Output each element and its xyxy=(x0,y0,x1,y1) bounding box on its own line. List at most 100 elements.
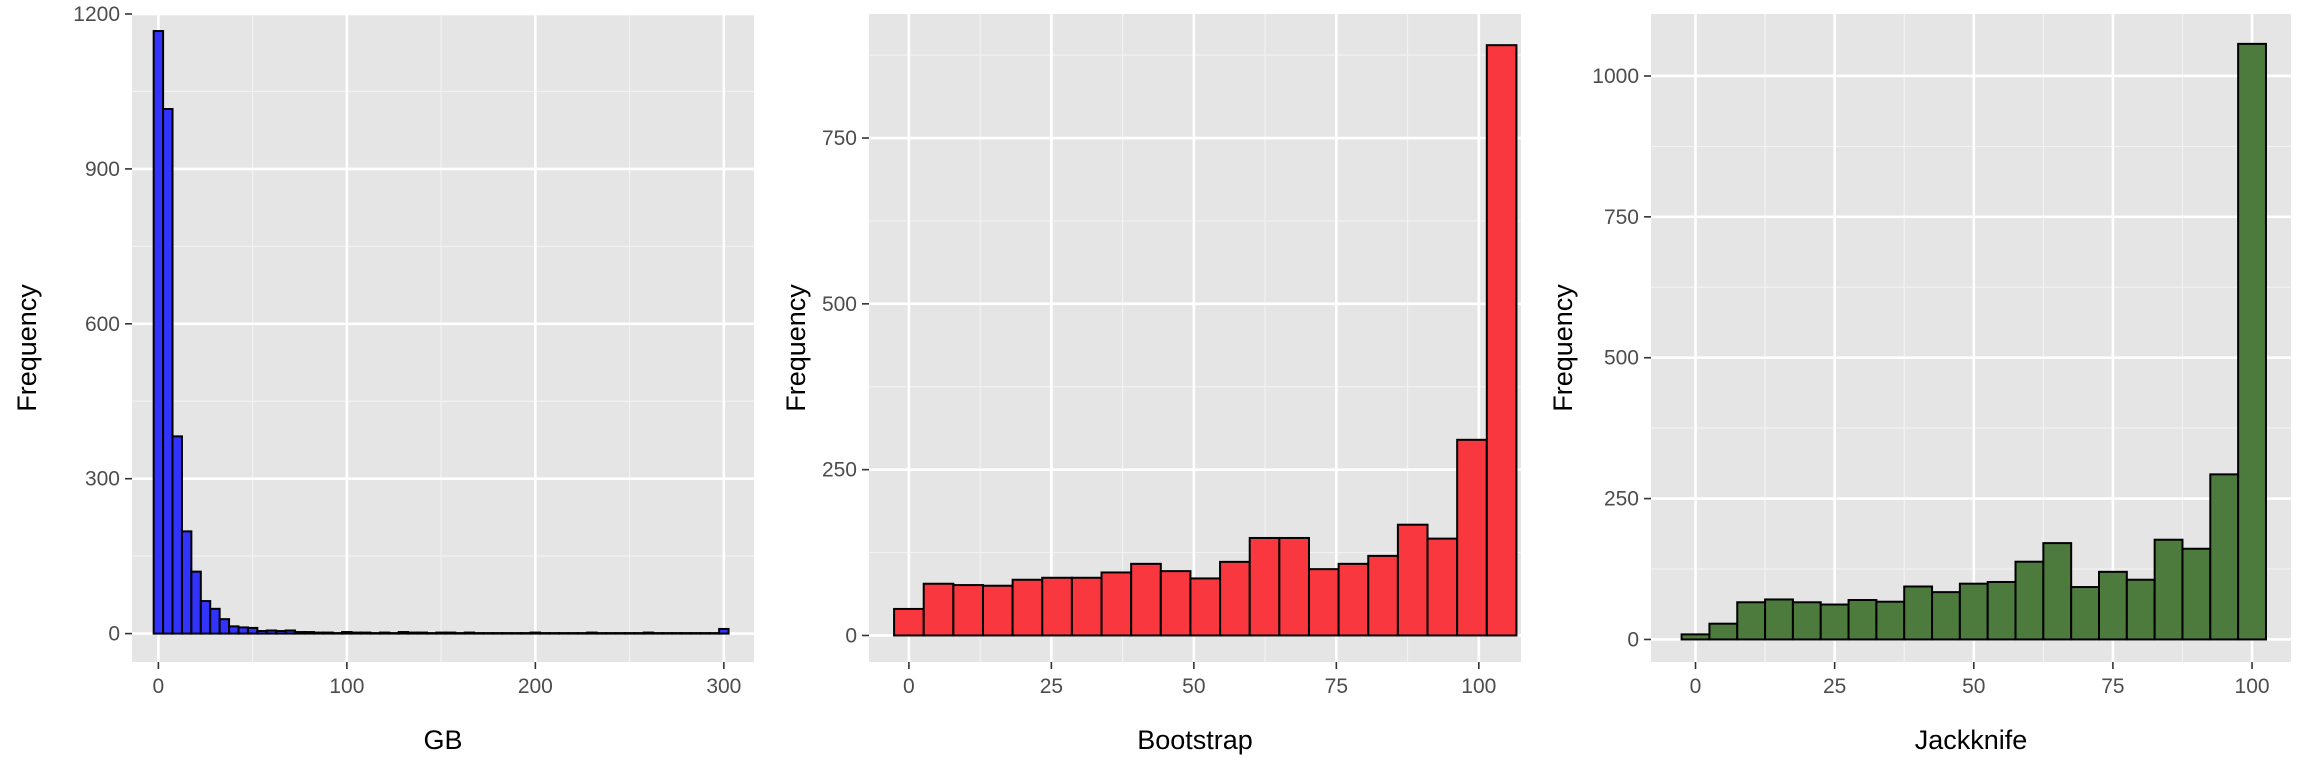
histogram-bar xyxy=(1847,599,1878,641)
histogram-bar xyxy=(981,584,1014,637)
y-tick-label: 750 xyxy=(822,127,857,150)
histogram-bar xyxy=(397,631,410,635)
histogram-bar xyxy=(893,607,925,637)
y-tick-label: 0 xyxy=(1627,628,1639,651)
x-tick-label: 100 xyxy=(329,675,364,698)
y-tick-label: 250 xyxy=(1604,488,1639,511)
histogram-bar xyxy=(1248,536,1281,637)
y-tick-label: 0 xyxy=(845,624,857,647)
histogram-bar xyxy=(595,632,608,635)
histogram-bar xyxy=(2153,538,2184,641)
histogram-bar xyxy=(463,631,476,635)
histogram-bar xyxy=(1189,577,1222,637)
histogram-bar xyxy=(680,632,692,635)
histogram-bar xyxy=(265,629,278,635)
histogram-bar xyxy=(228,625,240,635)
jackknife-bars xyxy=(1680,42,2267,641)
histogram-bar xyxy=(1426,537,1459,637)
histogram-bar xyxy=(350,631,363,635)
histogram-bar xyxy=(1931,591,1961,641)
histogram-bar xyxy=(1708,622,1739,641)
histogram-bar xyxy=(1011,578,1044,637)
histogram-bar xyxy=(1219,560,1251,637)
histogram-bar xyxy=(312,631,325,635)
histogram-bar xyxy=(341,631,353,635)
histogram-bar xyxy=(2181,547,2212,641)
gb-plot-background xyxy=(132,14,754,662)
histogram-bar xyxy=(1819,603,1850,641)
jackknife-x-axis: 0 25 50 75 100 xyxy=(1690,662,2270,698)
histogram-bar xyxy=(2098,570,2128,641)
histogram-bar xyxy=(708,632,721,635)
histogram-bar xyxy=(567,632,579,635)
y-tick-label: 500 xyxy=(1604,347,1639,370)
histogram-bar xyxy=(1764,598,1794,641)
histogram-bar xyxy=(190,570,202,635)
histogram-bar xyxy=(699,632,711,635)
histogram-bar xyxy=(1485,44,1518,637)
histogram-bar xyxy=(152,30,165,635)
gb-y-axis-title: Frequency xyxy=(12,284,42,412)
histogram-bar xyxy=(180,530,193,635)
histogram-bar xyxy=(1130,562,1162,637)
histogram-bar xyxy=(922,582,955,637)
histogram-bar xyxy=(1041,576,1073,637)
histogram-bar xyxy=(473,632,485,635)
histogram-bar xyxy=(378,631,391,635)
bootstrap-x-axis: 0 25 50 75 100 xyxy=(903,662,1496,698)
histogram-bar xyxy=(633,632,645,635)
histogram-bar xyxy=(689,632,702,635)
y-tick-label: 0 xyxy=(108,623,120,646)
histogram-bar xyxy=(671,632,683,635)
histogram-bar xyxy=(491,632,504,635)
histogram-bar xyxy=(952,584,984,637)
histogram-bar xyxy=(237,626,249,635)
histogram-bar xyxy=(435,631,447,635)
y-tick-label: 500 xyxy=(822,293,857,316)
histogram-bar xyxy=(1159,570,1192,637)
histogram-bar xyxy=(425,632,438,635)
x-tick-label: 25 xyxy=(1823,675,1846,698)
histogram-bar xyxy=(1680,633,1711,641)
x-tick-label: 100 xyxy=(2235,675,2270,698)
histogram-bar xyxy=(605,632,617,635)
histogram-bar xyxy=(209,607,221,635)
panel-bootstrap: 0 250 500 750 0 25 50 75 100 Bootstrap Frequenc… xyxy=(781,14,1521,755)
x-tick-label: 75 xyxy=(2101,675,2124,698)
histogram-bar xyxy=(557,632,570,635)
x-tick-label: 0 xyxy=(153,675,165,698)
histogram-bar xyxy=(218,618,231,635)
y-tick-label: 250 xyxy=(822,459,857,482)
histogram-bar xyxy=(623,632,636,635)
histogram-bar xyxy=(1367,554,1399,637)
y-tick-label: 1000 xyxy=(1592,65,1639,88)
x-tick-label: 25 xyxy=(1040,675,1063,698)
histogram-bar xyxy=(2070,586,2100,641)
y-tick-label: 300 xyxy=(85,468,120,491)
y-tick-label: 750 xyxy=(1604,206,1639,229)
histogram-bar xyxy=(718,627,730,635)
y-tick-label: 1200 xyxy=(73,3,120,26)
histogram-bar xyxy=(1070,576,1103,637)
histogram-bar xyxy=(275,630,287,635)
histogram-bar xyxy=(388,632,400,635)
histogram-bar xyxy=(246,626,259,635)
histogram-bar xyxy=(529,631,542,635)
histogram-bar xyxy=(162,108,174,635)
histogram-bar xyxy=(284,629,297,635)
histogram-bar xyxy=(444,631,457,635)
histogram-bar xyxy=(2125,578,2156,641)
gb-y-axis: 0 300 600 900 1200 xyxy=(73,3,132,646)
x-tick-label: 300 xyxy=(706,675,741,698)
histogram-bar xyxy=(1100,571,1133,637)
histogram-bar xyxy=(586,631,598,635)
histogram-bar xyxy=(661,632,674,635)
histogram-bar xyxy=(652,632,664,635)
histogram-bar xyxy=(1396,523,1429,637)
histogram-bar xyxy=(2209,473,2240,641)
histogram-bar xyxy=(2014,560,2045,641)
x-tick-label: 200 xyxy=(518,675,553,698)
x-tick-label: 50 xyxy=(1962,675,1985,698)
histogram-bar xyxy=(199,600,212,635)
x-tick-label: 50 xyxy=(1182,675,1205,698)
